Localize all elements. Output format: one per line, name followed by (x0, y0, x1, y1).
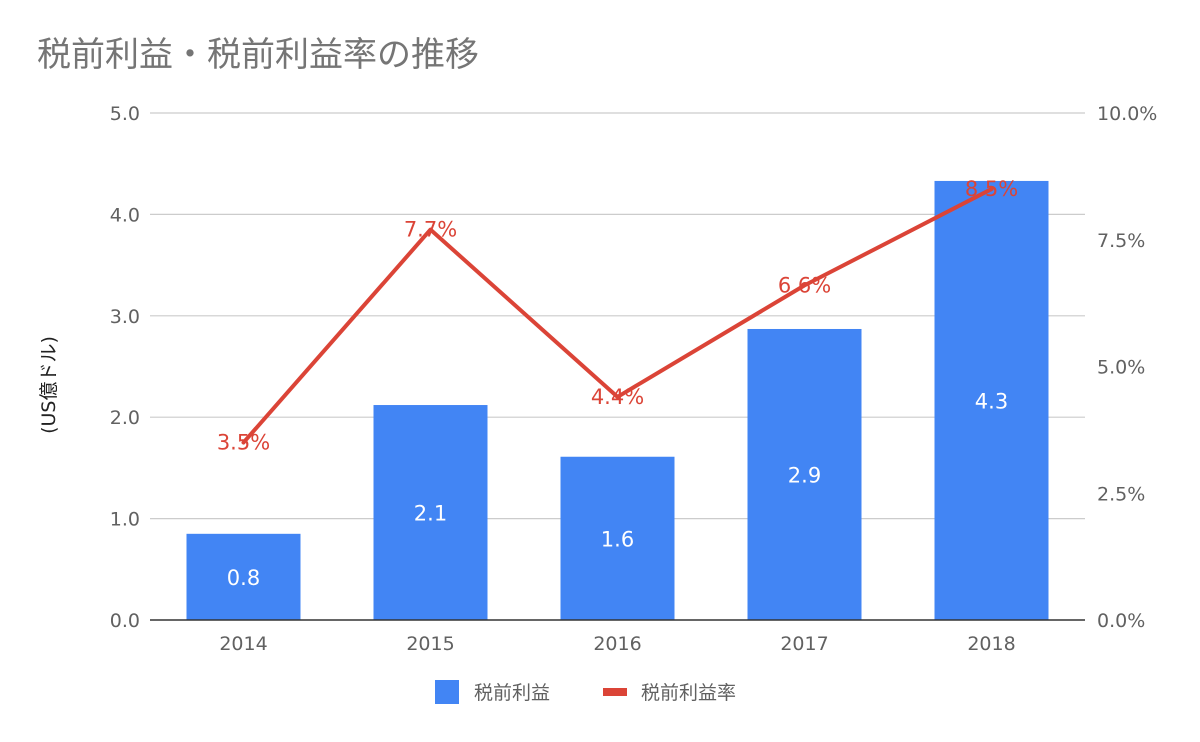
bar-value-labels: 0.8 2.1 1.6 2.9 4.3 (227, 389, 1008, 589)
left-tick-4.0: 4.0 (110, 204, 140, 226)
rate-label-2015: 7.7% (404, 218, 457, 242)
rate-label-2016: 4.4% (591, 385, 644, 409)
y-axis-label: (US億ドル) (38, 336, 60, 434)
bar-label-2018: 4.3 (975, 389, 1008, 413)
bar-label-2014: 0.8 (227, 566, 260, 590)
bar-series (186, 180, 1049, 621)
right-tick-5.0%: 5.0% (1097, 357, 1145, 379)
right-tick-7.5%: 7.5% (1097, 230, 1145, 252)
legend: 税前利益 税前利益率 (435, 680, 736, 704)
rate-label-2017: 6.6% (778, 273, 831, 297)
left-tick-5.0: 5.0 (110, 103, 140, 125)
legend-label-profit: 税前利益 (474, 682, 550, 704)
x-tick-2018: 2018 (967, 633, 1015, 655)
left-tick-1.0: 1.0 (110, 509, 140, 531)
right-tick-2.5%: 2.5% (1097, 483, 1145, 505)
bar-label-2016: 1.6 (601, 527, 634, 551)
bar-2016 (560, 456, 675, 620)
legend-label-rate: 税前利益率 (641, 682, 736, 704)
left-tick-0.0: 0.0 (110, 610, 140, 632)
chart-title: 税前利益・税前利益率の推移 (37, 35, 479, 75)
rate-line (241, 187, 994, 445)
rate-label-2014: 3.5% (217, 431, 270, 455)
bar-2015 (373, 405, 488, 620)
x-tick-2015: 2015 (406, 633, 454, 655)
x-axis-ticks: 2014 2015 2016 2017 2018 (219, 633, 1015, 655)
left-tick-3.0: 3.0 (110, 306, 140, 328)
x-tick-2016: 2016 (593, 633, 641, 655)
bar-2018 (934, 180, 1049, 621)
legend-swatch-profit (435, 680, 459, 704)
rate-label-2018: 8.5% (965, 177, 1018, 201)
left-tick-2.0: 2.0 (110, 407, 140, 429)
line-series (241, 187, 994, 445)
right-tick-0.0%: 0.0% (1097, 610, 1145, 632)
left-axis-ticks: 0.0 1.0 2.0 3.0 4.0 5.0 (110, 103, 140, 632)
grid-lines (150, 112, 1085, 520)
bar-label-2017: 2.9 (788, 463, 821, 487)
line-value-labels: 3.5% 7.7% 4.4% 6.6% 8.5% (217, 177, 1018, 455)
right-axis-ticks: 0.0% 2.5% 5.0% 7.5% 10.0% (1097, 103, 1157, 632)
x-tick-2017: 2017 (780, 633, 828, 655)
bar-label-2015: 2.1 (414, 502, 447, 526)
x-tick-2014: 2014 (219, 633, 267, 655)
legend-swatch-rate (603, 688, 627, 696)
bar-2014 (186, 533, 301, 620)
right-tick-10.0%: 10.0% (1097, 103, 1157, 125)
bar-2017 (747, 328, 862, 620)
